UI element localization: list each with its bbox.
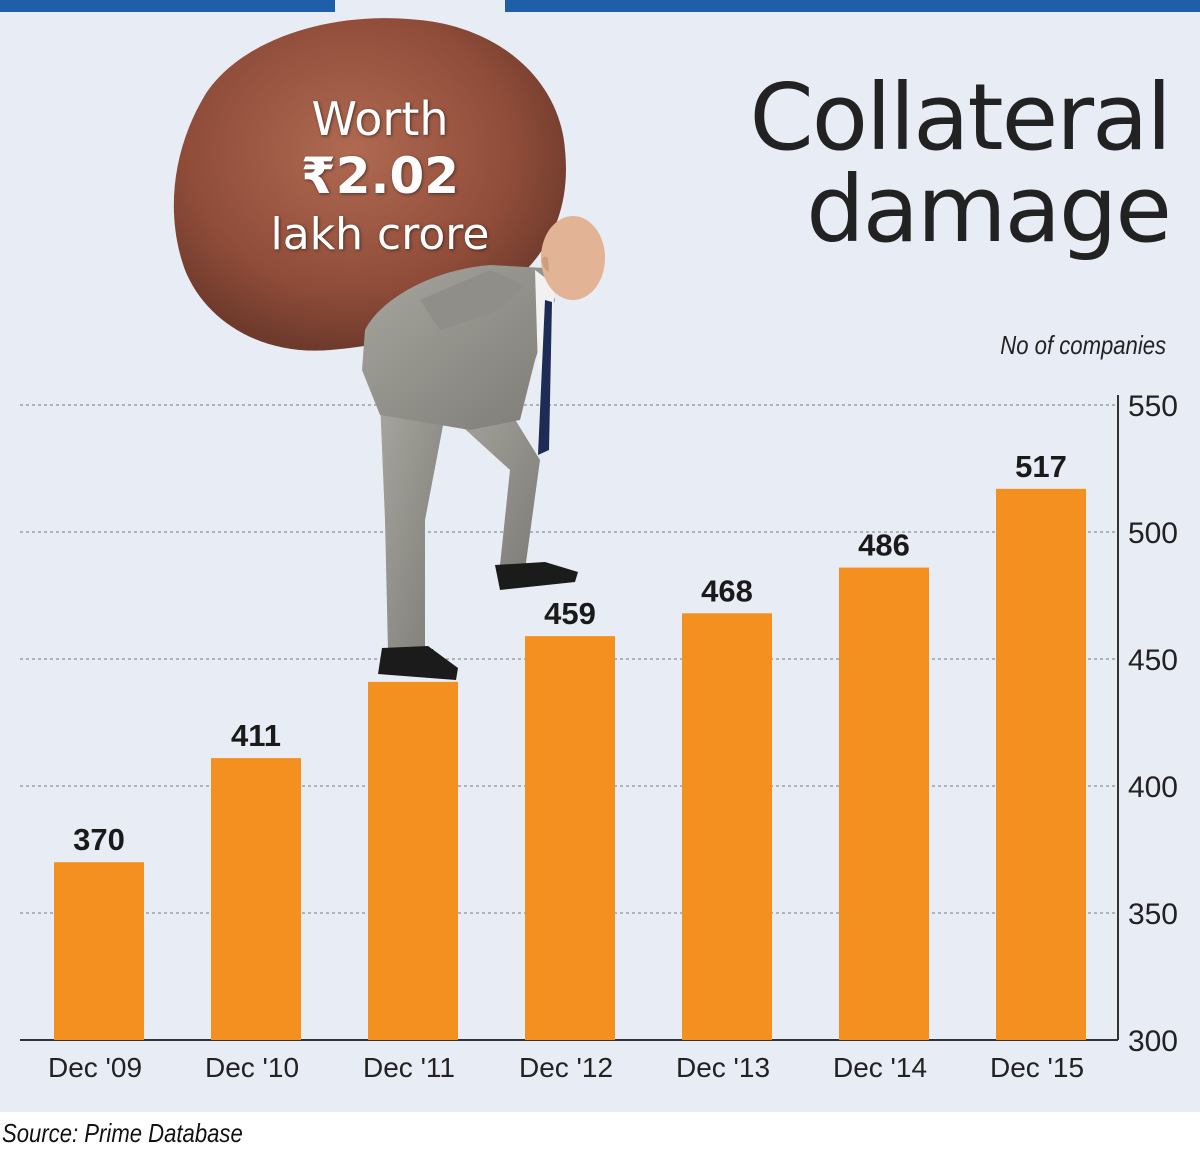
rock-text-worth: Worth — [311, 92, 449, 146]
y-tick-label-450: 450 — [1128, 644, 1178, 677]
bar-value-label-0: 370 — [73, 822, 125, 857]
bar-value-label-3: 459 — [544, 596, 596, 631]
y-tick-label-300: 300 — [1128, 1025, 1178, 1058]
x-tick-label-5: Dec '14 — [833, 1052, 927, 1083]
bar-4 — [682, 613, 772, 1040]
top-rule-right — [505, 0, 1200, 12]
source-note: Source: Prime Database — [2, 1118, 243, 1148]
man-carrying-rock-illustration — [173, 18, 605, 680]
man-front-leg — [380, 400, 445, 650]
x-tick-label-1: Dec '10 — [205, 1052, 299, 1083]
rock-text-amount: ₹2.02 — [300, 147, 460, 205]
x-tick-label-6: Dec '15 — [990, 1052, 1084, 1083]
bar-0 — [54, 862, 144, 1040]
bar-value-label-1: 411 — [231, 718, 281, 753]
man-back-shoe — [495, 562, 578, 590]
y-tick-label-350: 350 — [1128, 898, 1178, 931]
chart-title-line1: Collateral — [749, 64, 1172, 171]
x-tick-label-3: Dec '12 — [519, 1052, 613, 1083]
rock-text-unit: lakh crore — [270, 209, 490, 260]
man-arm — [420, 270, 525, 330]
man-front-shoe — [378, 646, 458, 680]
bar-value-label-6: 517 — [1015, 449, 1067, 484]
bar-6 — [996, 488, 1086, 1040]
y-tick-label-400: 400 — [1128, 771, 1178, 804]
y-axis-label: No of companies — [1000, 330, 1166, 360]
man-ear — [542, 256, 549, 272]
y-tick-label-500: 500 — [1128, 517, 1178, 550]
chart-title: Collateral damage — [749, 64, 1172, 263]
bar-5 — [839, 567, 929, 1040]
top-rule-left — [0, 0, 335, 12]
x-tick-label-4: Dec '13 — [676, 1052, 770, 1083]
x-tick-label-2: Dec '11 — [363, 1052, 455, 1083]
bar-1 — [211, 758, 301, 1040]
chart-title-line2: damage — [806, 156, 1172, 263]
tie-icon — [538, 300, 552, 455]
bar-3 — [525, 636, 615, 1040]
bar-layer — [54, 488, 1086, 1040]
man-head — [541, 216, 605, 300]
x-tick-label-0: Dec '09 — [48, 1052, 142, 1083]
bar-value-label-5: 486 — [858, 528, 910, 563]
y-tick-label-550: 550 — [1128, 390, 1178, 423]
bar-value-label-4: 468 — [701, 573, 753, 608]
bar-2 — [368, 681, 458, 1040]
man-torso — [362, 265, 555, 430]
man-back-leg — [455, 395, 540, 570]
rock-value-text: Worth ₹2.02 lakh crore — [250, 92, 510, 264]
rock-icon — [173, 18, 566, 351]
